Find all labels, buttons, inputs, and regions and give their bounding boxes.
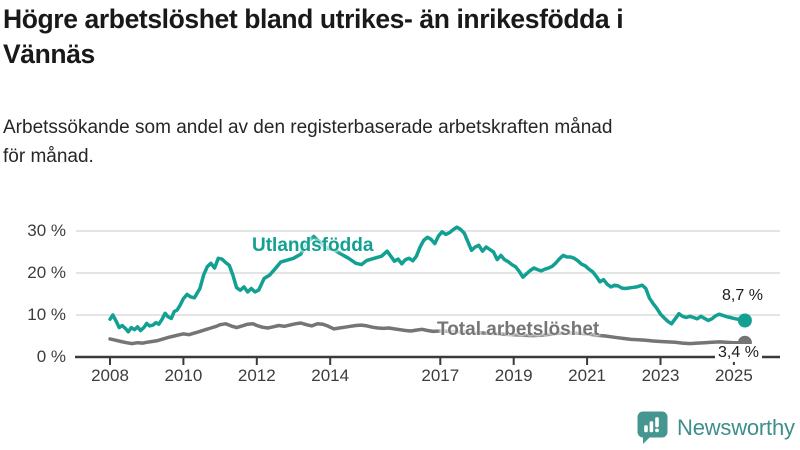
x-tick-label: 2025 <box>714 366 753 385</box>
y-tick-label: 20 % <box>27 263 66 282</box>
x-tick-label: 2019 <box>494 366 533 385</box>
end-value-label-utlandsfodda: 8,7 % <box>722 287 763 304</box>
y-tick-label: 30 % <box>27 221 66 240</box>
x-tick-label: 2012 <box>237 366 276 385</box>
x-tick-label: 2021 <box>568 366 606 385</box>
y-tick-label: 0 % <box>36 347 66 366</box>
page-title: Högre arbetslöshet bland utrikes- än inr… <box>3 4 624 69</box>
x-tick-label: 2017 <box>421 366 460 385</box>
newsworthy-wordmark: Newsworthy <box>677 415 795 440</box>
series-label-utlandsfodda: Utlandsfödda <box>252 235 374 256</box>
page-subtitle: Arbetssökande som andel av den registerb… <box>3 117 613 168</box>
y-tick-label: 10 % <box>27 305 66 324</box>
end-value-label-total: 3,4 % <box>715 344 762 362</box>
bar-chart-speech-bubble-icon <box>637 411 668 444</box>
x-tick-label: 2014 <box>311 366 350 385</box>
x-tick-label: 2023 <box>641 366 680 385</box>
newsworthy-logo[interactable]: Newsworthy <box>636 410 795 446</box>
x-tick-label: 2010 <box>164 366 203 385</box>
x-tick-label: 2008 <box>91 366 129 385</box>
series-label-total-arbetsloshet: Total arbetslöshet <box>437 319 600 340</box>
